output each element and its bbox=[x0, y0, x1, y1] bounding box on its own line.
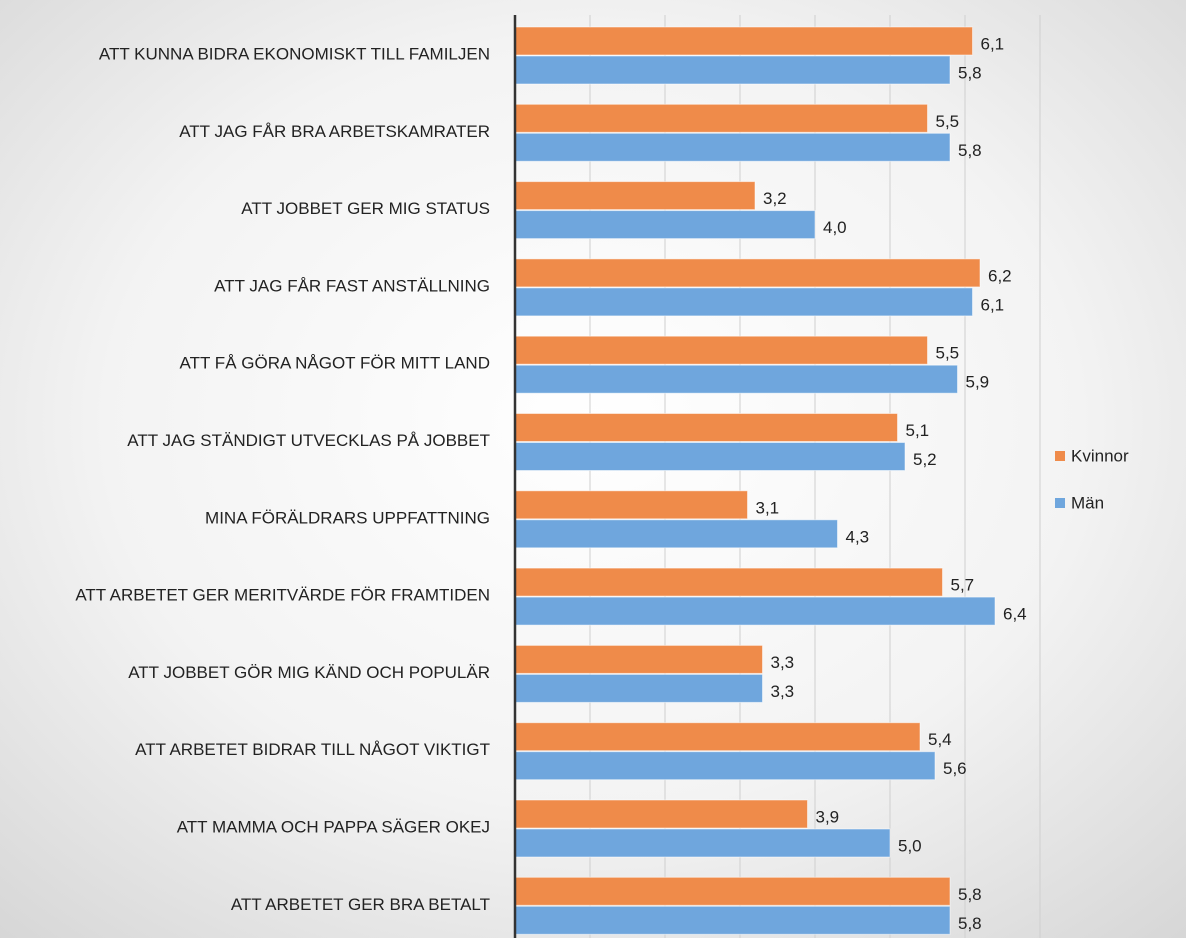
bar bbox=[514, 103, 928, 133]
legend-swatch bbox=[1055, 498, 1065, 508]
bar bbox=[514, 55, 951, 85]
category-label: ATT ARBETET BIDRAR TILL NÅGOT VIKTIGT bbox=[135, 740, 490, 759]
category-label: ATT JOBBET GER MIG STATUS bbox=[241, 199, 490, 218]
data-label: 5,7 bbox=[951, 576, 975, 595]
category-label: ATT JAG STÄNDIGT UTVECKLAS PÅ JOBBET bbox=[127, 431, 490, 450]
bar bbox=[514, 258, 981, 288]
bar bbox=[514, 673, 763, 703]
legend-swatch bbox=[1055, 451, 1065, 461]
legend-label: Män bbox=[1071, 493, 1104, 512]
data-label: 4,0 bbox=[823, 218, 847, 237]
data-label: 3,3 bbox=[771, 682, 795, 701]
data-label: 3,3 bbox=[771, 653, 795, 672]
bar bbox=[514, 876, 951, 906]
data-label: 5,2 bbox=[913, 450, 937, 469]
data-label: 5,5 bbox=[936, 112, 960, 131]
legend-label: Kvinnor bbox=[1071, 446, 1129, 465]
data-label: 3,1 bbox=[756, 498, 780, 517]
category-label: ATT JAG FÅR BRA ARBETSKAMRATER bbox=[179, 122, 490, 141]
bar bbox=[514, 567, 943, 597]
bar bbox=[514, 905, 951, 935]
bar bbox=[514, 442, 906, 471]
data-label: 5,9 bbox=[966, 373, 990, 392]
bar bbox=[514, 287, 973, 317]
category-label: ATT ARBETET GER BRA BETALT bbox=[231, 895, 490, 914]
data-label: 4,3 bbox=[846, 527, 870, 546]
bar bbox=[514, 596, 996, 626]
data-label: 6,2 bbox=[988, 266, 1012, 285]
data-label: 5,5 bbox=[936, 344, 960, 363]
data-label: 5,4 bbox=[928, 730, 952, 749]
data-label: 3,2 bbox=[763, 189, 787, 208]
bar bbox=[514, 132, 951, 162]
bar bbox=[514, 751, 936, 781]
category-label: MINA FÖRÄLDRARS UPPFATTNING bbox=[205, 508, 490, 527]
data-label: 5,8 bbox=[958, 63, 982, 82]
bar bbox=[514, 413, 898, 442]
bar bbox=[514, 799, 808, 829]
bar bbox=[514, 519, 838, 549]
data-label: 5,0 bbox=[898, 836, 922, 855]
data-label: 5,8 bbox=[958, 141, 982, 160]
bar bbox=[514, 722, 921, 752]
bar bbox=[514, 26, 973, 56]
category-label: ATT ARBETET GER MERITVÄRDE FÖR FRAMTIDEN bbox=[75, 586, 490, 605]
category-label: ATT FÅ GÖRA NÅGOT FÖR MITT LAND bbox=[180, 354, 490, 373]
bar bbox=[514, 181, 756, 211]
data-label: 5,1 bbox=[906, 421, 930, 440]
category-label: ATT MAMMA OCH PAPPA SÄGER OKEJ bbox=[177, 817, 490, 836]
bar bbox=[514, 335, 928, 365]
data-label: 5,8 bbox=[958, 885, 982, 904]
data-label: 6,4 bbox=[1003, 605, 1027, 624]
data-label: 6,1 bbox=[981, 34, 1005, 53]
bar bbox=[514, 828, 891, 858]
data-label: 5,8 bbox=[958, 914, 982, 933]
data-label: 5,6 bbox=[943, 759, 967, 778]
category-label: ATT JAG FÅR FAST ANSTÄLLNING bbox=[214, 276, 490, 295]
category-label: ATT KUNNA BIDRA EKONOMISKT TILL FAMILJEN bbox=[99, 44, 490, 63]
category-label: ATT JOBBET GÖR MIG KÄND OCH POPULÄR bbox=[128, 663, 490, 682]
bar bbox=[514, 644, 763, 674]
data-label: 3,9 bbox=[816, 807, 840, 826]
data-label: 6,1 bbox=[981, 295, 1005, 314]
bar bbox=[514, 210, 816, 240]
bar bbox=[514, 364, 958, 394]
bar bbox=[514, 490, 748, 520]
